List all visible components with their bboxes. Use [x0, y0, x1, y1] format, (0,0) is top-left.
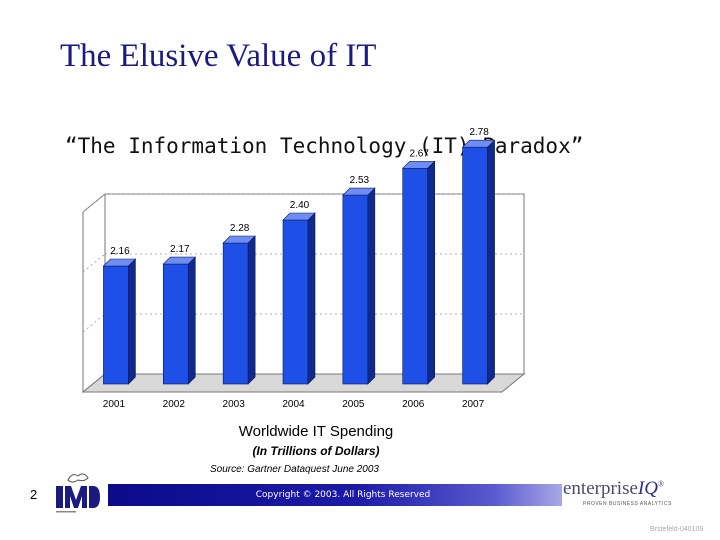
- data-label-2005: 2.53: [350, 175, 370, 186]
- bar-side-2002: [187, 256, 196, 385]
- chart-bars: [102, 139, 496, 385]
- data-label-2001: 2.16: [110, 246, 130, 257]
- bar-2002: [162, 263, 189, 385]
- chart-labels: 2.16 2001 2.17 2002 2.28 2003 2.40 2004 2.53 2005…: [103, 127, 489, 410]
- footer-bar: [108, 484, 562, 506]
- brand-logo: enterpriseIQ®: [563, 478, 665, 499]
- tick-label-2007: 2007: [462, 399, 485, 410]
- bar-2006: [402, 167, 429, 385]
- data-label-2002: 2.17: [170, 244, 190, 255]
- bar-2001: [103, 265, 129, 385]
- data-label-2004: 2.40: [290, 200, 310, 211]
- page-number: 2: [30, 487, 38, 502]
- bar-2004: [282, 219, 309, 385]
- bar-top-2007: [461, 139, 496, 148]
- tick-label-2001: 2001: [103, 399, 126, 410]
- brand-tagline: PROVEN BUSINESS ANALYTICS: [583, 501, 672, 507]
- tick-label-2004: 2004: [282, 399, 305, 410]
- slide-subtitle: “The Information Technology (IT) Paradox…: [65, 134, 584, 158]
- bar-top-2006: [401, 160, 436, 169]
- slide-title: The Elusive Value of IT: [60, 38, 377, 74]
- bar-2005: [342, 194, 369, 385]
- bar-side-2001: [128, 258, 136, 385]
- bar-side-2005: [367, 187, 376, 385]
- bar-top-2003: [222, 235, 256, 244]
- footer-copyright: Copyright © 2003. All Rights Reserved: [255, 490, 431, 500]
- imd-logo: [56, 473, 100, 513]
- chart-units: (In Trillions of Dollars): [252, 444, 380, 458]
- bar-2007: [462, 146, 488, 385]
- bar-top-2004: [282, 212, 316, 221]
- bar-top-2005: [342, 187, 376, 196]
- data-label-2003: 2.28: [230, 223, 250, 234]
- bar-side-2004: [307, 212, 316, 385]
- tick-label-2002: 2002: [163, 399, 186, 410]
- bar-side-2003: [247, 235, 256, 385]
- tick-label-2006: 2006: [402, 399, 425, 410]
- tick-label-2005: 2005: [342, 399, 365, 410]
- slide-id: Brstefeld-040109: [650, 526, 704, 533]
- bar-top-2002: [162, 256, 197, 265]
- bar-top-2001: [102, 258, 137, 267]
- chart-source: Source: Gartner Dataquest June 2003: [210, 464, 379, 475]
- data-label-2006: 2.67: [409, 148, 429, 159]
- chart-caption: Worldwide IT Spending: [238, 423, 394, 440]
- bar-2003: [222, 242, 249, 385]
- bar-side-2007: [487, 139, 495, 385]
- tick-label-2003: 2003: [223, 399, 246, 410]
- bar-side-2006: [427, 160, 436, 385]
- chart-side-wall: [82, 192, 106, 394]
- data-label-2007: 2.78: [469, 127, 489, 138]
